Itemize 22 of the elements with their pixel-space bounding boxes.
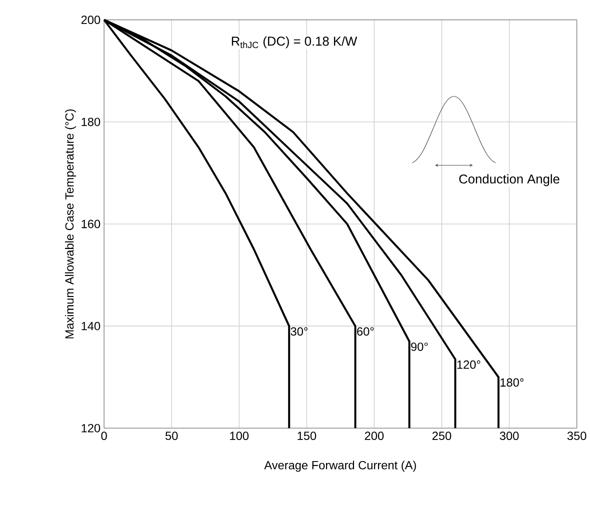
y-tick-label: 180 [82, 117, 100, 126]
x-tick-label: 350 [567, 431, 586, 440]
x-tick-label: 200 [364, 431, 384, 440]
annotation: R$_{thJC}$ (DC) = 0.18 K/W [232, 36, 358, 48]
series-label: 180° [500, 378, 524, 386]
x-tick-label: 100 [230, 431, 249, 440]
y-axis-title: Maximum Allowable Case Temperature (°C) [64, 109, 76, 338]
annotation: Conduction Angle [459, 174, 560, 186]
y-tick-label: 140 [82, 322, 100, 330]
series-label: 30° [290, 327, 308, 336]
y-tick-label: 120 [82, 424, 100, 432]
y-tick-label: 200 [81, 15, 100, 24]
series-label: 90° [411, 342, 428, 351]
x-axis-title: Average Forward Current (A) [264, 460, 416, 472]
x-tick-label: 0 [101, 431, 107, 440]
x-tick-label: 250 [432, 431, 452, 440]
series-label: 60° [357, 327, 374, 336]
y-tick-label: 160 [82, 220, 100, 228]
x-tick-label: 50 [166, 431, 178, 440]
series-label: 120° [457, 360, 480, 369]
x-tick-label: 300 [500, 431, 519, 440]
x-tick-label: 150 [298, 431, 316, 440]
